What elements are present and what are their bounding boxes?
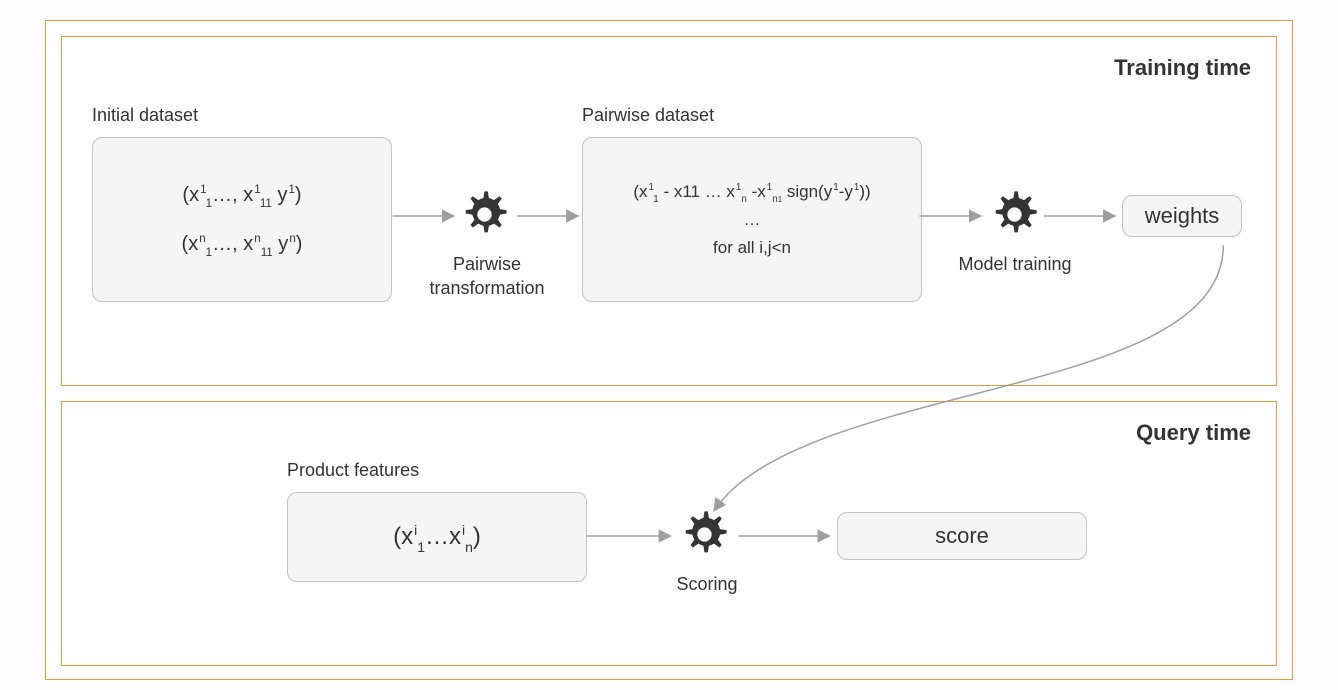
query-arrows [62, 402, 1276, 665]
product-features-line: (xi1…xin) [393, 523, 481, 551]
pairwise-line1: (x11 - x11 … x1n -x1n1 sign(y1-y1)) [633, 182, 870, 202]
product-features-box: (xi1…xin) [287, 492, 587, 582]
diagram-frame: Training time Initial dataset (x11…, x11… [45, 20, 1293, 680]
gear3-label: Scoring [617, 572, 797, 596]
pairwise-line2: … [744, 210, 761, 230]
initial-dataset-box: (x11…, x111 y1) (xn1…, xn11 yn) [92, 137, 392, 302]
pairwise-dataset-box: (x11 - x11 … x1n -x1n1 sign(y1-y1)) … fo… [582, 137, 922, 302]
pairwise-dataset-label: Pairwise dataset [582, 105, 714, 126]
gear-icon [987, 187, 1042, 242]
initial-dataset-label: Initial dataset [92, 105, 198, 126]
product-features-label: Product features [287, 460, 419, 481]
query-phase: Query time Product features (xi1…xin) Sc… [61, 401, 1277, 666]
gear2-label: Model training [925, 252, 1105, 276]
pairwise-line3: for all i,j<n [713, 238, 791, 258]
gear1-label: Pairwise transformation [397, 252, 577, 301]
training-title: Training time [1114, 55, 1251, 81]
initial-dataset-line2: (xn1…, xn11 yn) [182, 233, 303, 256]
gear-icon [677, 507, 732, 562]
score-box: score [837, 512, 1087, 560]
training-phase: Training time Initial dataset (x11…, x11… [61, 36, 1277, 386]
weights-box: weights [1122, 195, 1242, 237]
gear-icon [457, 187, 512, 242]
query-title: Query time [1136, 420, 1251, 446]
initial-dataset-line1: (x11…, x111 y1) [182, 184, 301, 207]
